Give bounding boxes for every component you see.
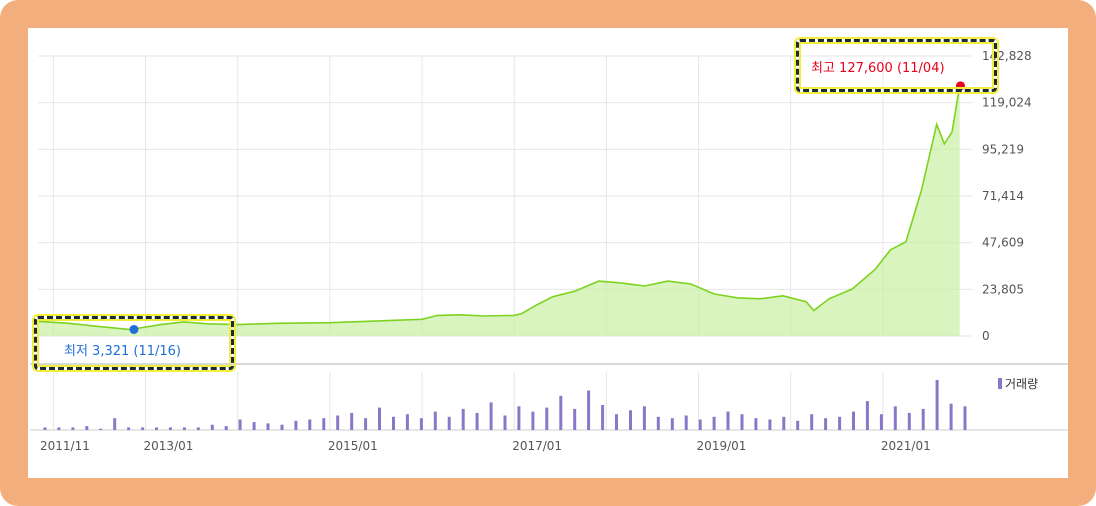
volume-bar — [475, 412, 479, 430]
volume-bar — [433, 411, 437, 430]
volume-bar — [587, 390, 591, 430]
volume-bar — [656, 416, 660, 430]
volume-bar — [127, 427, 131, 430]
y-tick-label: 0 — [982, 329, 990, 343]
volume-bar — [754, 418, 758, 430]
volume-bar — [517, 406, 521, 430]
volume-bar — [726, 411, 730, 430]
volume-bar — [642, 406, 646, 430]
volume-bar — [615, 414, 618, 430]
volume-bar — [865, 401, 869, 430]
volume-bar — [461, 408, 465, 430]
volume-bar — [141, 427, 145, 430]
volume-bar — [43, 427, 47, 430]
volume-bar — [963, 406, 967, 430]
volume-bar — [768, 419, 772, 430]
volume-bar — [252, 422, 256, 430]
volume-bar — [238, 419, 242, 430]
volume-bar — [85, 426, 89, 430]
volume-bar — [113, 418, 117, 430]
x-tick-label: 2021/01 — [881, 439, 931, 453]
high-annotation-box — [796, 39, 997, 92]
volume-bar — [447, 416, 451, 430]
volume-bar — [489, 402, 493, 430]
volume-bar — [796, 420, 800, 430]
x-tick-label: 2017/01 — [512, 439, 562, 453]
low-marker — [129, 324, 139, 334]
volume-bar — [182, 427, 186, 430]
volume-bar — [559, 395, 563, 430]
y-tick-label: 95,219 — [982, 142, 1024, 156]
volume-legend-swatch — [998, 378, 1002, 389]
price-area — [38, 85, 960, 337]
volume-bar — [921, 408, 925, 430]
y-tick-label: 23,805 — [982, 282, 1024, 296]
volume-bar — [294, 420, 298, 430]
volume-bar — [824, 418, 828, 430]
price-line — [37, 85, 961, 331]
volume-bar — [740, 414, 744, 430]
volume-bar — [155, 427, 158, 430]
volume-bar — [57, 427, 61, 430]
volume-bar — [322, 418, 326, 430]
y-tick-label: 47,609 — [982, 236, 1024, 250]
volume-bar — [531, 411, 535, 430]
volume-bar — [350, 412, 354, 430]
volume-bar — [601, 405, 605, 430]
volume-bar — [573, 408, 577, 430]
volume-bar — [419, 418, 423, 430]
volume-bar — [168, 427, 172, 430]
low-annotation-label: 최저 3,321 (11/16) — [64, 344, 182, 359]
volume-bar — [224, 426, 228, 430]
volume-bar — [405, 414, 409, 430]
volume-bar — [684, 415, 688, 430]
volume-bar — [99, 428, 103, 430]
volume-bar — [629, 410, 632, 430]
volume-bar — [949, 403, 953, 430]
volume-bar — [266, 423, 270, 430]
x-tick-label: 2011/11 — [40, 439, 90, 453]
volume-bar — [935, 380, 939, 430]
volume-bar — [879, 414, 883, 430]
high-annotation-label: 최고 127,600 (11/04) — [811, 61, 945, 76]
volume-bar — [782, 416, 786, 430]
volume-bar — [698, 419, 702, 430]
low-annotation-box — [34, 316, 234, 370]
volume-bar — [810, 414, 814, 430]
volume-bar — [712, 416, 716, 430]
volume-bar — [670, 418, 674, 430]
volume-bar — [336, 415, 340, 430]
y-tick-label: 119,024 — [982, 96, 1032, 110]
volume-bar — [392, 416, 395, 430]
volume-bar — [838, 416, 842, 430]
volume-bar — [852, 411, 855, 430]
high-marker — [955, 81, 965, 91]
volume-legend-label: 거래량 — [1005, 377, 1039, 391]
x-tick-label: 2019/01 — [697, 439, 747, 453]
volume-bar — [545, 407, 549, 430]
volume-bar — [71, 427, 75, 430]
volume-bar — [210, 424, 214, 430]
volume-bar — [378, 407, 381, 430]
volume-bar — [280, 424, 284, 430]
volume-bar — [364, 418, 368, 430]
x-tick-label: 2015/01 — [328, 439, 378, 453]
y-tick-label: 71,414 — [982, 189, 1024, 203]
volume-bar — [503, 415, 507, 430]
volume-legend: 거래량 — [998, 375, 1038, 392]
x-tick-label: 2013/01 — [144, 439, 194, 453]
volume-bar — [907, 412, 911, 430]
volume-bar — [308, 419, 312, 430]
volume-bar — [893, 406, 897, 430]
volume-bar — [196, 427, 200, 430]
